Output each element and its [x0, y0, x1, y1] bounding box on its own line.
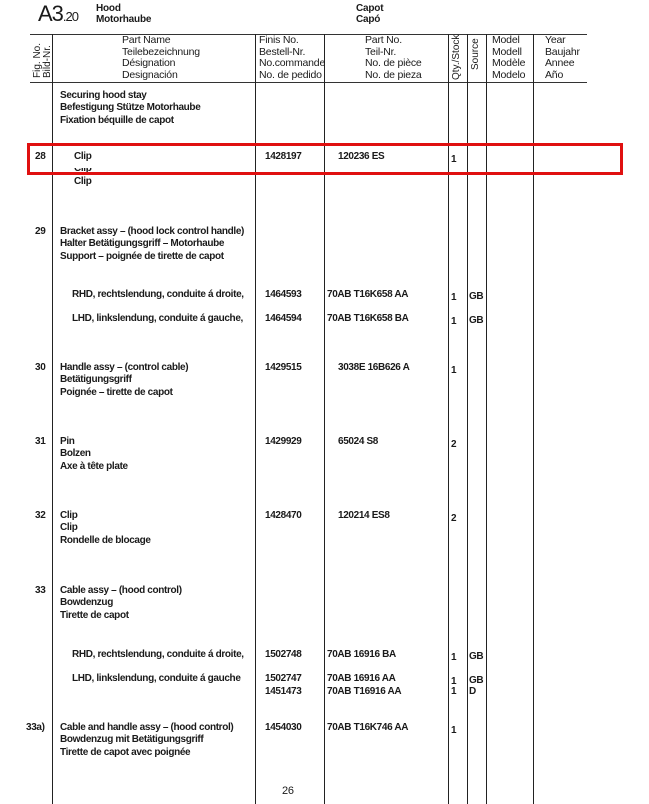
part-name-line: Clip	[60, 510, 78, 521]
quantity: 1	[451, 365, 457, 376]
title-es: Capó	[356, 14, 381, 25]
fig-number: 31	[35, 436, 46, 447]
page-number: 26	[282, 785, 294, 797]
part-name-line: Bracket assy – (hood lock control handle…	[60, 226, 245, 237]
finis-number: 1502748	[265, 649, 302, 660]
quantity: 2	[451, 513, 457, 524]
part-number: 120236 ES	[338, 151, 385, 162]
finis-number: 1464593	[265, 289, 302, 300]
quantity: 1	[451, 316, 457, 327]
quantity: 1	[451, 676, 457, 687]
column-divider	[52, 34, 53, 804]
part-name-line: Tirette de capot avec poignée	[60, 746, 191, 758]
part-number: 70AB T16K658 AA	[327, 289, 409, 300]
fig-number: 32	[35, 510, 46, 521]
finis-number: 1429929	[265, 436, 302, 447]
part-name-line: Support – poignée de tirette de capot	[60, 250, 224, 262]
qty-header: Qty./Stock	[451, 34, 462, 80]
quantity: 2	[451, 439, 457, 450]
part-name-line: Betätigungsgriff	[60, 374, 132, 386]
finis-number: 1428197	[265, 151, 302, 162]
column-divider	[255, 34, 256, 804]
part-name-line: LHD, linkslendung, conduite á gauche	[72, 673, 241, 684]
part-name-line: Clip	[74, 151, 92, 162]
part-number: 3038E 16B626 A	[338, 362, 410, 373]
title-fr: Capot	[356, 3, 384, 14]
part-name-line: Bowdenzug mit Betätigungsgriff	[60, 734, 204, 746]
source-code: GB	[469, 651, 484, 662]
part-name-line: Handle assy – (control cable)	[60, 362, 189, 373]
part-name-line: Bolzen	[60, 448, 91, 460]
part-name-line: Clip	[60, 522, 78, 534]
quantity: 1	[451, 725, 457, 736]
source-code: GB	[469, 315, 484, 326]
quantity: 1	[451, 154, 457, 165]
section-code: A3.20	[38, 1, 79, 26]
source-code: GB	[469, 675, 484, 686]
quantity: 1	[451, 686, 457, 697]
title-de: Motorhaube	[96, 14, 152, 25]
source-header: Source	[470, 38, 481, 70]
part-name-header: Part Name Teilebezeichnung Désignation Desi…	[122, 34, 200, 81]
finis-number: 1451473	[265, 686, 302, 697]
column-divider	[533, 34, 534, 804]
obscured-clip-line: Clip	[74, 168, 114, 173]
part-name-line: LHD, linkslendung, conduite á gauche,	[72, 313, 243, 324]
part-number: 70AB T16K658 BA	[327, 313, 409, 324]
part-name-line: Poignée – tirette de capot	[60, 386, 173, 398]
finis-number: 1502747	[265, 673, 302, 684]
part-name-line: Cable assy – (hood control)	[60, 585, 182, 596]
part-number: 120214 ES8	[338, 510, 390, 521]
title-en: Hood	[96, 3, 121, 14]
finis-no-header: Finis No. Bestell-Nr. No.commande No. de pe…	[259, 34, 326, 81]
finis-number: 1429515	[265, 362, 302, 373]
quantity: 1	[451, 292, 457, 303]
fig-number: 30	[35, 362, 46, 373]
part-number: 70AB 16916 BA	[327, 649, 396, 660]
part-name-line: Fixation béquille de capot	[60, 114, 174, 126]
fig-number: 29	[35, 226, 46, 237]
column-divider	[324, 34, 325, 804]
source-code: D	[469, 686, 476, 697]
year-header: Year Baujahr Annee Año	[545, 34, 580, 81]
part-no-header: Part No. Teil-Nr. No. de pièce No. de pieza	[365, 34, 422, 81]
fig-number: 28	[35, 151, 46, 162]
part-name-line: Halter Betätigungsgriff – Motorhaube	[60, 238, 225, 250]
header-bottom-rule	[30, 82, 587, 83]
source-code: GB	[469, 291, 484, 302]
fig-number: 33a)	[26, 722, 45, 733]
highlight-box	[27, 143, 623, 175]
column-divider	[467, 34, 468, 804]
part-number: 70AB T16K746 AA	[327, 722, 409, 733]
part-name-line: Bowdenzug	[60, 597, 113, 609]
part-name-line: Tirette de capot	[60, 609, 129, 621]
finis-number: 1454030	[265, 722, 302, 733]
fig-no-header: Fig. No. Bild-Nr.	[32, 42, 53, 78]
part-name-line: Pin	[60, 436, 75, 447]
part-name-line: Axe à tête plate	[60, 460, 128, 472]
column-divider	[486, 34, 487, 804]
part-number: 65024 S8	[338, 436, 379, 447]
part-name-line: RHD, rechtslendung, conduite á droite,	[72, 649, 244, 660]
model-header: Model Modell Modèle Modelo	[492, 34, 526, 81]
part-name-line: Rondelle de blocage	[60, 534, 151, 546]
part-name-line: Clip	[74, 176, 92, 187]
quantity: 1	[451, 652, 457, 663]
part-name-line: RHD, rechtslendung, conduite á droite,	[72, 289, 244, 300]
part-number: 70AB 16916 AA	[327, 673, 396, 684]
fig-number: 33	[35, 585, 46, 596]
part-number: 70AB T16916 AA	[327, 686, 402, 697]
header-top-rule	[30, 34, 587, 35]
part-name-line: Befestigung Stütze Motorhaube	[60, 102, 201, 114]
part-name-line: Cable and handle assy – (hood control)	[60, 722, 234, 733]
finis-number: 1428470	[265, 510, 302, 521]
column-divider	[448, 34, 449, 804]
part-name-line: Securing hood stay	[60, 90, 147, 101]
finis-number: 1464594	[265, 313, 302, 324]
